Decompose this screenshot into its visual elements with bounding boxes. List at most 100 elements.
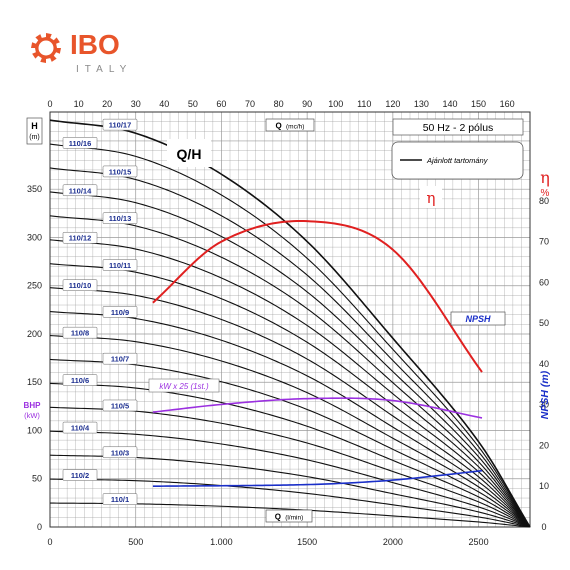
- stage-label-text: 110/3: [111, 448, 129, 457]
- bhp-label-unit: (kW): [24, 411, 40, 420]
- eta-tick-label: 0: [541, 522, 546, 532]
- x-top-tick-label: 110: [357, 99, 371, 109]
- stage-label-6: 110/6: [62, 374, 98, 386]
- npsh-curve-label-box: NPSH: [450, 311, 506, 326]
- x-top-tick-label: 140: [442, 99, 457, 109]
- bottom-axis-ticks: 0 500 1.000 1500 2000 2500: [47, 537, 488, 547]
- bhp-label-main: BHP: [24, 401, 42, 410]
- subtitle-box: 50 Hz - 2 pólus: [392, 118, 524, 136]
- eta-tick-label: 20: [539, 440, 549, 450]
- stage-label-text: 110/14: [69, 186, 92, 195]
- y-tick-label: 50: [32, 474, 42, 484]
- x-top-tick-label: 40: [159, 99, 169, 109]
- stage-curve-13: [49, 215, 531, 528]
- stage-label-box: [102, 259, 138, 271]
- svg-text:Q (l/min): Q (l/min): [275, 513, 304, 522]
- stage-curve-17: [49, 119, 531, 528]
- stage-label-16: 110/16: [62, 137, 98, 149]
- bottom-q-label: Q (l/min): [265, 509, 313, 523]
- eta-tick-label: 60: [539, 277, 549, 287]
- x-tick-label: 2000: [383, 537, 403, 547]
- stage-label-box: [62, 231, 98, 244]
- eta-tick-label: 10: [539, 481, 549, 491]
- x-top-tick-label: 80: [274, 99, 284, 109]
- x-top-tick-label: 0: [47, 99, 52, 109]
- stage-label-11: 110/11: [102, 259, 138, 271]
- ibo-logo: IBO ITALY: [31, 29, 126, 75]
- stage-label-text: 110/5: [111, 401, 129, 410]
- stage-label-4: 110/4: [62, 421, 98, 434]
- eta-curve-label-box: η: [420, 186, 442, 208]
- stage-label-box: [62, 184, 98, 197]
- stage-curve-16: [49, 143, 531, 528]
- stage-label-box: [62, 421, 98, 434]
- top-q-unit: (mc/h): [286, 124, 304, 131]
- x-tick-label: 1500: [297, 537, 317, 547]
- stage-label-box: [62, 469, 98, 481]
- stage-label-box: [102, 399, 138, 412]
- eta-axis-symbol: η: [540, 168, 550, 187]
- stage-label-text: 110/7: [111, 355, 129, 364]
- chart-subtitle: 50 Hz - 2 pólus: [423, 122, 494, 134]
- x-top-tick-label: 150: [471, 99, 486, 109]
- stage-label-13: 110/13: [102, 212, 138, 224]
- stage-label-text: 110/17: [109, 121, 132, 130]
- stage-label-text: 110/2: [71, 471, 89, 480]
- top-q-main: Q: [276, 122, 282, 131]
- x-top-tick-label: 30: [131, 99, 141, 109]
- stage-label-text: 110/9: [111, 308, 129, 317]
- stage-curve-2: [49, 478, 531, 528]
- npsh-curve: [152, 469, 483, 488]
- eta-tick-label: 30: [539, 400, 549, 410]
- stage-label-7: 110/7: [102, 352, 138, 365]
- stage-curve-11: [49, 263, 531, 528]
- bottom-q-unit: (l/min): [285, 515, 303, 522]
- stage-label-8: 110/8: [62, 326, 98, 339]
- right-axis-ticks: 0 10 20 30 40 50 60 70 80: [539, 196, 549, 532]
- stage-label-3: 110/3: [102, 446, 138, 459]
- legend: Ajánlott tartomány: [391, 141, 524, 180]
- x-tick-label: 0: [47, 537, 52, 547]
- stage-label-9: 110/9: [102, 306, 138, 318]
- eta-axis-unit: %: [541, 188, 550, 199]
- stage-label-14: 110/14: [62, 184, 98, 197]
- stage-label-text: 110/10: [69, 281, 92, 290]
- x-top-tick-label: 70: [245, 99, 255, 109]
- logo-brand: IBO: [70, 29, 120, 60]
- stage-label-text: 110/11: [109, 261, 131, 270]
- stage-label-text: 110/15: [109, 167, 132, 176]
- stage-curve-9: [49, 311, 531, 528]
- x-top-tick-label: 100: [328, 99, 343, 109]
- stage-label-15: 110/15: [102, 165, 138, 178]
- y-tick-label: 250: [27, 281, 42, 291]
- stage-label-box: [62, 374, 98, 386]
- stage-label-text: 110/13: [109, 214, 132, 223]
- plot-frame: [49, 111, 531, 528]
- stage-curve-8: [49, 334, 531, 528]
- x-top-tick-label: 90: [302, 99, 312, 109]
- x-tick-label: 500: [128, 537, 143, 547]
- y-tick-label: 0: [37, 522, 42, 532]
- stage-label-text: 110/12: [69, 234, 92, 243]
- stage-label-2: 110/2: [62, 469, 98, 481]
- power-curve-label: kW x 25 (1st.): [159, 382, 209, 391]
- stage-curve-12: [49, 239, 531, 528]
- stage-curve-15: [49, 167, 531, 528]
- stage-label-box: [102, 446, 138, 459]
- stage-curve-10: [49, 287, 531, 528]
- eta-tick-label: 70: [539, 237, 549, 247]
- stage-label-text: 110/4: [71, 424, 90, 433]
- stage-curve-14: [49, 191, 531, 528]
- left-axis-ticks: 050100150200250300350400: [27, 136, 42, 532]
- power-curve: [152, 397, 483, 419]
- top-q-label: Q (mc/h): [265, 118, 315, 132]
- eta-tick-label: 40: [539, 359, 549, 369]
- x-top-tick-label: 60: [216, 99, 226, 109]
- x-top-tick-label: 130: [414, 99, 429, 109]
- x-top-tick-label: 20: [102, 99, 112, 109]
- bhp-axis-label: BHP (kW): [20, 398, 44, 422]
- chart-title-box: Q/H: [167, 139, 211, 167]
- svg-text:Q (mc/h): Q (mc/h): [276, 122, 305, 131]
- x-top-tick-label: 120: [385, 99, 400, 109]
